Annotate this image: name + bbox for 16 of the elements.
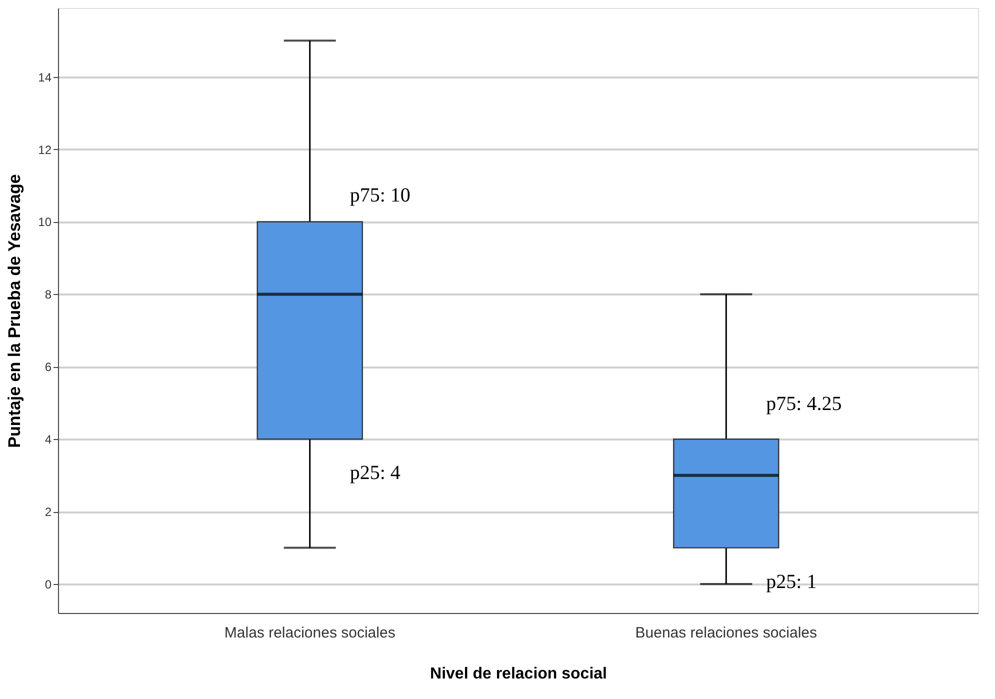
y-tick-label: 0 — [44, 578, 52, 592]
y-tick-label: 2 — [44, 505, 52, 520]
y-tick-label: 12 — [38, 142, 52, 157]
y-axis-title: Puntaje en la Prueba de Yesavage — [5, 174, 24, 448]
x-tick-label: Buenas relaciones sociales — [635, 624, 818, 642]
annotation: p25: 4 — [350, 462, 400, 484]
annotation: p25: 1 — [766, 570, 817, 593]
y-tick-label: 8 — [44, 288, 52, 302]
x-axis-title: Nivel de relacion social — [430, 666, 607, 682]
y-tick-label: 14 — [38, 70, 52, 84]
y-tick-label: 4 — [44, 432, 52, 447]
y-tick-label: 6 — [44, 360, 52, 374]
y-tick-label: 10 — [38, 215, 52, 230]
x-tick-label: Malas relaciones sociales — [224, 624, 396, 642]
annotation: p75: 10 — [350, 184, 410, 207]
annotation: p75: 4.25 — [766, 393, 842, 416]
